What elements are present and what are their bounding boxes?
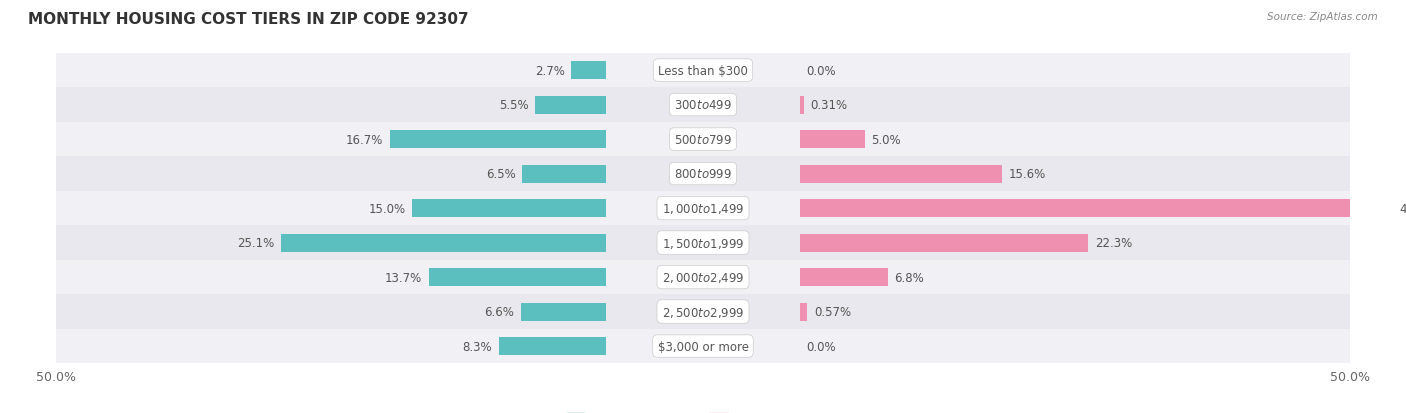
Bar (800, 131, 865, 149)
Bar (56, 294, 1350, 329)
Text: 2.7%: 2.7% (534, 64, 565, 77)
Bar (281, 234, 606, 252)
Bar (56, 88, 1350, 123)
Text: $3,000 or more: $3,000 or more (658, 340, 748, 353)
Text: $800 to $999: $800 to $999 (673, 168, 733, 180)
Text: 0.0%: 0.0% (807, 64, 837, 77)
Text: $1,500 to $1,999: $1,500 to $1,999 (662, 236, 744, 250)
Bar (800, 96, 804, 114)
Bar (571, 62, 606, 80)
Text: 15.0%: 15.0% (368, 202, 405, 215)
Bar (56, 191, 1350, 226)
Text: MONTHLY HOUSING COST TIERS IN ZIP CODE 92307: MONTHLY HOUSING COST TIERS IN ZIP CODE 9… (28, 12, 468, 27)
Text: Less than $300: Less than $300 (658, 64, 748, 77)
Bar (800, 303, 807, 321)
Text: $300 to $499: $300 to $499 (673, 99, 733, 112)
Bar (800, 165, 1002, 183)
Bar (429, 268, 606, 286)
Bar (520, 303, 606, 321)
Text: 0.0%: 0.0% (807, 340, 837, 353)
Text: 13.7%: 13.7% (385, 271, 422, 284)
Bar (800, 268, 889, 286)
Text: 45.8%: 45.8% (1399, 202, 1406, 215)
Text: 6.5%: 6.5% (485, 168, 516, 180)
Text: 15.6%: 15.6% (1008, 168, 1046, 180)
Bar (56, 157, 1350, 191)
Bar (412, 199, 606, 218)
Bar (56, 123, 1350, 157)
Text: $1,000 to $1,499: $1,000 to $1,499 (662, 202, 744, 216)
Text: 25.1%: 25.1% (238, 237, 274, 249)
Text: $2,500 to $2,999: $2,500 to $2,999 (662, 305, 744, 319)
Text: 6.6%: 6.6% (484, 305, 515, 318)
Bar (522, 165, 606, 183)
Bar (56, 260, 1350, 294)
Text: $500 to $799: $500 to $799 (673, 133, 733, 146)
Bar (389, 131, 606, 149)
Text: 0.31%: 0.31% (810, 99, 848, 112)
Text: 5.0%: 5.0% (872, 133, 901, 146)
Text: 5.5%: 5.5% (499, 99, 529, 112)
Bar (56, 54, 1350, 88)
Text: 0.57%: 0.57% (814, 305, 851, 318)
Text: 16.7%: 16.7% (346, 133, 384, 146)
Bar (534, 96, 606, 114)
Text: $2,000 to $2,499: $2,000 to $2,499 (662, 271, 744, 285)
Bar (56, 226, 1350, 260)
Bar (56, 329, 1350, 363)
Bar (800, 199, 1392, 218)
Text: Source: ZipAtlas.com: Source: ZipAtlas.com (1267, 12, 1378, 22)
Text: 6.8%: 6.8% (894, 271, 924, 284)
Text: 22.3%: 22.3% (1095, 237, 1132, 249)
Text: 8.3%: 8.3% (463, 340, 492, 353)
Bar (800, 234, 1088, 252)
Bar (499, 337, 606, 355)
